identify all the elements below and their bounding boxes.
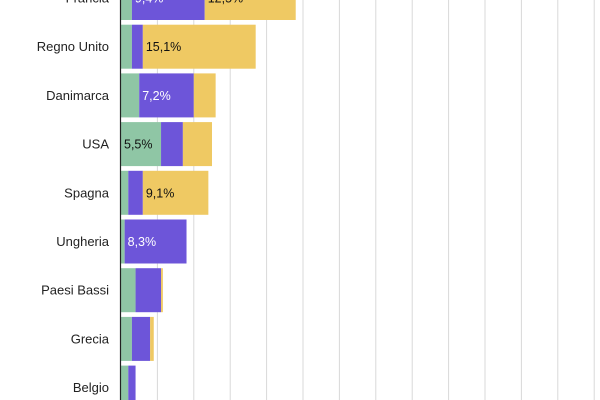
category-label: Paesi Bassi bbox=[41, 283, 109, 298]
data-label: 12,5% bbox=[208, 0, 243, 6]
data-label: 5,5% bbox=[124, 138, 153, 152]
bar-segment bbox=[161, 122, 183, 167]
bar-segment bbox=[121, 268, 136, 313]
bar-segment bbox=[131, 316, 151, 361]
bar-segment bbox=[142, 24, 256, 69]
bar-segment bbox=[142, 170, 209, 215]
bar-segment bbox=[135, 268, 162, 313]
category-label: Belgio bbox=[73, 380, 109, 395]
category-label: Spagna bbox=[64, 185, 110, 200]
bar-segment bbox=[161, 268, 163, 313]
data-label: 15,1% bbox=[146, 40, 181, 54]
category-label: USA bbox=[82, 137, 109, 152]
bar-segment bbox=[182, 122, 212, 167]
bar-segment bbox=[204, 0, 296, 20]
bar-segment bbox=[124, 219, 187, 264]
data-label: 9,4% bbox=[135, 0, 164, 6]
data-label: 9,1% bbox=[146, 186, 175, 200]
bar-segment bbox=[121, 24, 132, 69]
data-label: 8,3% bbox=[128, 235, 157, 249]
bar-segment bbox=[139, 73, 194, 118]
category-label: Danimarca bbox=[46, 88, 110, 103]
bar-segment bbox=[121, 170, 129, 215]
bar-segment bbox=[121, 316, 132, 361]
bar-segment bbox=[121, 219, 125, 264]
category-label: Francia bbox=[66, 0, 110, 6]
data-label: 7,2% bbox=[142, 89, 171, 103]
bar-segment bbox=[193, 73, 216, 118]
bar-segment bbox=[121, 365, 129, 400]
bar-segment bbox=[131, 0, 205, 20]
category-label: Ungheria bbox=[56, 234, 110, 249]
bar-segment bbox=[150, 316, 154, 361]
bar-segment bbox=[128, 365, 136, 400]
category-label: Regno Unito bbox=[37, 39, 109, 54]
bar-segment bbox=[121, 0, 132, 20]
bar-segment bbox=[128, 170, 143, 215]
bar-segment bbox=[121, 73, 140, 118]
category-label: Grecia bbox=[71, 331, 110, 346]
bar-segment bbox=[121, 122, 162, 167]
bar-segment bbox=[131, 24, 143, 69]
